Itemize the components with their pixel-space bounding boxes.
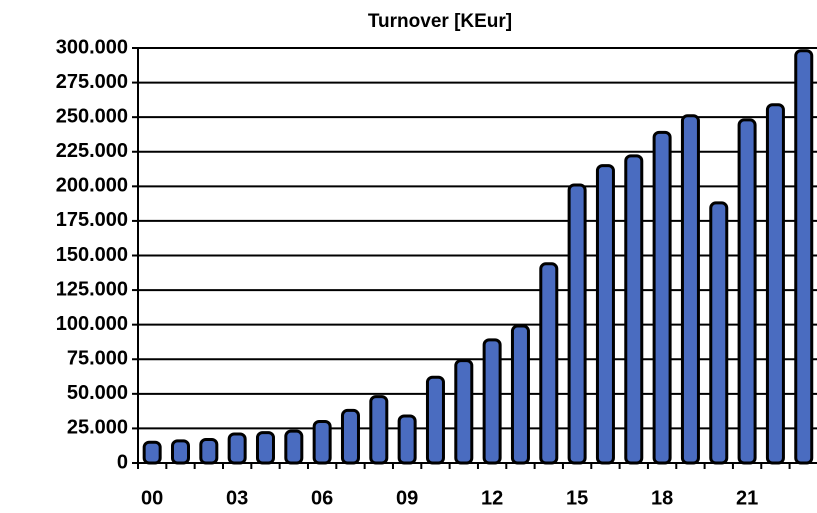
y-tick-label: 275.000 (56, 71, 128, 93)
x-tick-label: 15 (566, 487, 588, 509)
x-tick-label: 03 (226, 487, 248, 509)
bar (454, 359, 474, 465)
bar (539, 262, 559, 465)
bar (369, 395, 389, 465)
bar (142, 440, 162, 465)
bar (170, 439, 190, 465)
bar (624, 154, 644, 465)
y-tick-label: 100.000 (56, 313, 128, 335)
y-tick-label: 0 (117, 451, 128, 473)
x-tick-label: 21 (736, 487, 758, 509)
bar (482, 338, 502, 465)
x-tick-label: 18 (651, 487, 673, 509)
y-tick-label: 150.000 (56, 244, 128, 266)
bar (765, 103, 785, 465)
x-tick-label: 09 (396, 487, 418, 509)
y-tick-label: 125.000 (56, 278, 128, 300)
bar (199, 437, 219, 465)
bar (425, 375, 445, 465)
bar (709, 201, 729, 465)
bar (794, 49, 814, 465)
y-tick-label: 300.000 (56, 36, 128, 58)
y-tick-label: 225.000 (56, 140, 128, 162)
x-tick-label: 06 (311, 487, 333, 509)
y-tick-label: 175.000 (56, 209, 128, 231)
bar (284, 429, 304, 465)
bar (397, 414, 417, 465)
x-tick-label: 00 (141, 487, 163, 509)
bar (680, 114, 700, 465)
y-tick-label: 50.000 (67, 382, 128, 404)
bar (567, 183, 587, 465)
bar (595, 164, 615, 465)
bar (255, 431, 275, 465)
chart-title: Turnover [KEur] (368, 11, 512, 32)
y-tick-label: 200.000 (56, 175, 128, 197)
bar (510, 324, 530, 465)
bar (340, 408, 360, 465)
bar (312, 420, 332, 465)
bar (652, 130, 672, 465)
bar (737, 118, 757, 465)
y-tick-label: 25.000 (67, 417, 128, 439)
bar (227, 432, 247, 465)
y-tick-label: 75.000 (67, 348, 128, 370)
y-tick-label: 250.000 (56, 105, 128, 127)
x-tick-label: 12 (481, 487, 503, 509)
